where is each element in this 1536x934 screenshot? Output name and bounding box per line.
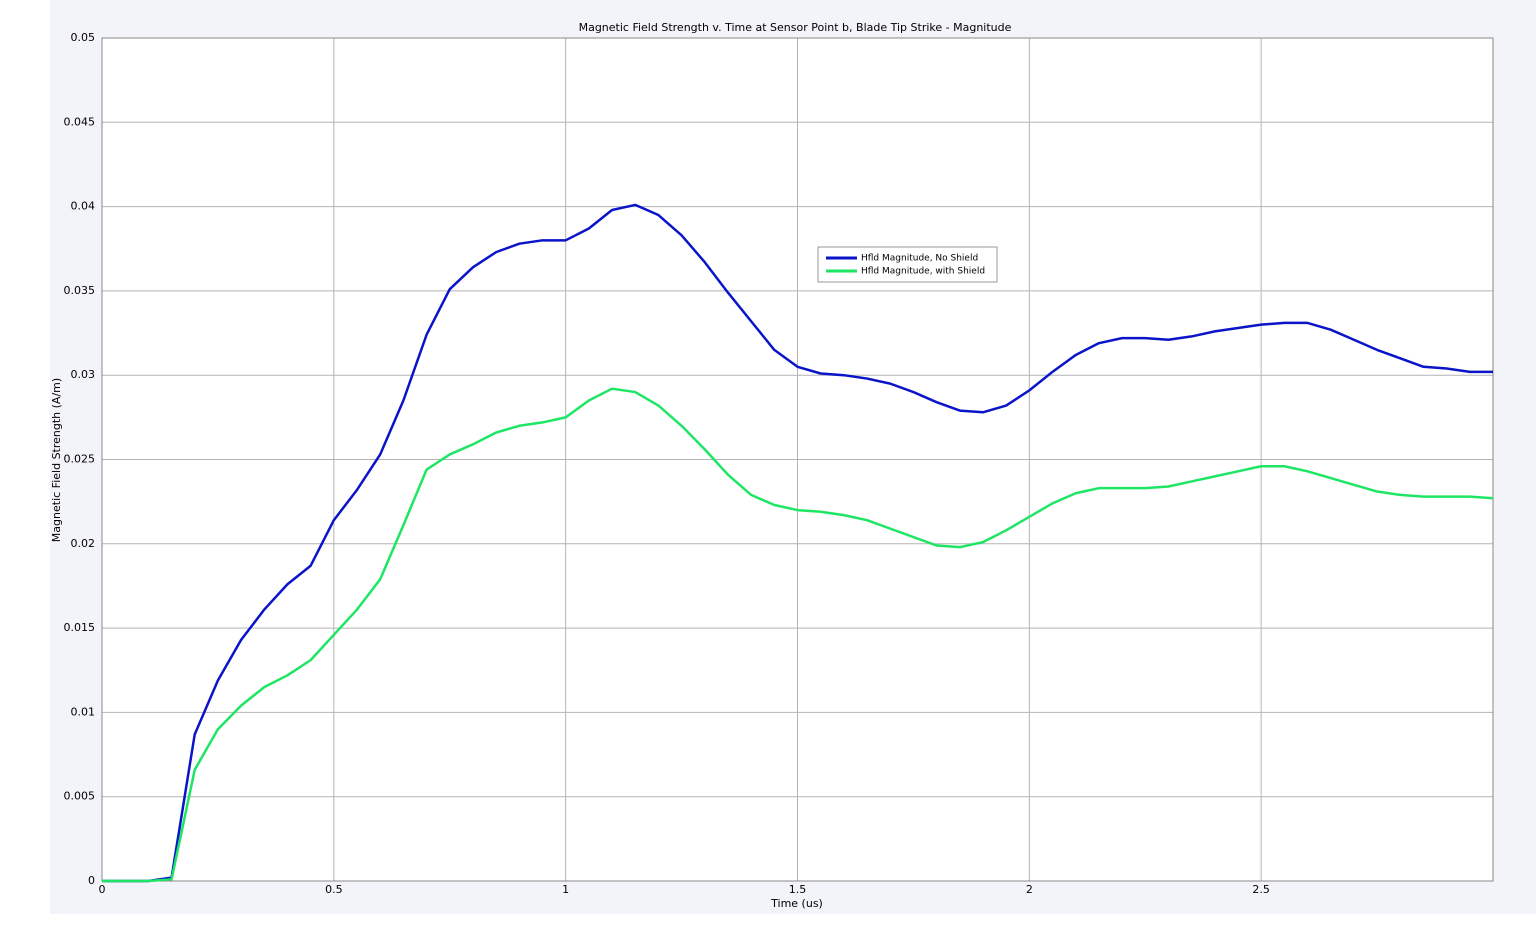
y-tick-label: 0.045 [64, 115, 96, 128]
y-tick-label: 0.015 [64, 621, 96, 634]
y-tick-label: 0.035 [64, 284, 96, 297]
y-axis-label: Magnetic Field Strength (A/m) [50, 378, 63, 542]
legend-label: Hfld Magnitude, with Shield [861, 267, 985, 277]
y-tick-label: 0.05 [71, 31, 96, 44]
y-tick-label: 0.025 [64, 453, 96, 466]
y-tick-label: 0.02 [71, 537, 96, 550]
legend: Hfld Magnitude, No Shield Hfld Magnitude,… [817, 246, 998, 283]
x-tick-label: 0 [99, 883, 106, 896]
legend-box [817, 246, 998, 283]
plot-frame [101, 37, 1494, 882]
x-tick-label: 1.5 [789, 883, 807, 896]
x-tick-label: 1 [562, 883, 569, 896]
x-tick-label: 0.5 [325, 883, 343, 896]
line-series [102, 203, 1493, 883]
y-tick-label: 0.005 [64, 790, 96, 803]
y-tick-label: 0.01 [71, 705, 96, 718]
x-tick-label: 2 [1026, 883, 1033, 896]
line-series [102, 387, 1494, 883]
y-tick-label: 0.04 [71, 200, 96, 213]
y-tick-label: 0 [88, 874, 95, 887]
chart-title: Magnetic Field Strength v. Time at Senso… [579, 21, 1012, 34]
y-tick-label: 0.03 [71, 368, 96, 381]
legend-label: Hfld Magnitude, No Shield [861, 254, 978, 264]
x-tick-label: 2.5 [1252, 883, 1270, 896]
x-axis-label: Time (us) [770, 897, 823, 910]
